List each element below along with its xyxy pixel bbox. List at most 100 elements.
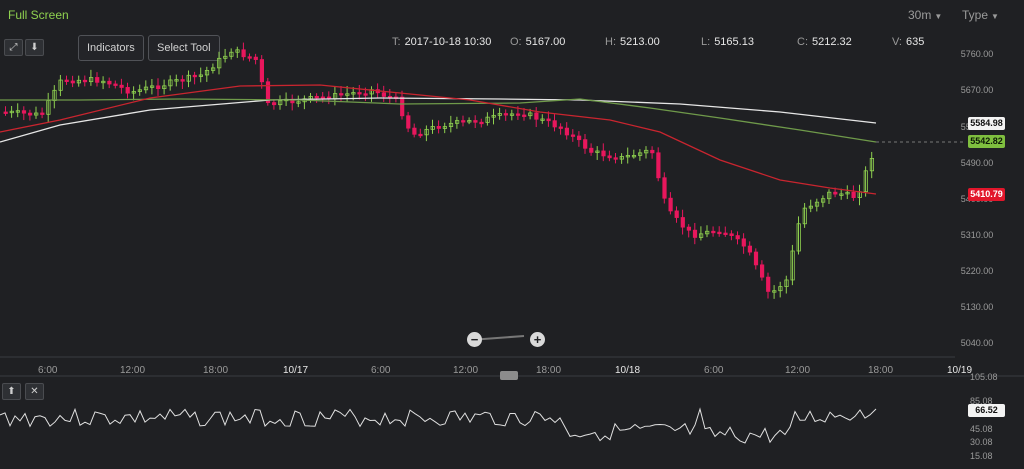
candle-body: [229, 51, 234, 57]
fullscreen-button[interactable]: Full Screen: [8, 8, 69, 22]
expand-icon[interactable]: ⤢: [4, 39, 23, 56]
candle-body: [40, 112, 45, 115]
candle-body: [686, 226, 692, 231]
candle-body: [247, 56, 252, 59]
candle-body: [345, 93, 350, 96]
candle-body: [869, 157, 875, 172]
indicators-button[interactable]: Indicators: [78, 35, 144, 61]
candle-body: [607, 155, 612, 159]
candle-body: [296, 101, 301, 104]
candle-body: [741, 238, 746, 247]
candle-body: [827, 191, 832, 200]
candle-body: [198, 74, 203, 77]
top-bar: Full Screen 30m ▼ Type ▼: [0, 0, 1024, 30]
candle-body: [631, 155, 637, 158]
candle-body: [253, 56, 258, 60]
candle-body: [784, 279, 789, 287]
candle-body: [143, 86, 149, 91]
candle-body: [89, 77, 94, 83]
candle-body: [680, 217, 685, 228]
candle-body: [802, 207, 807, 225]
oscillator-line: [0, 407, 877, 444]
candle-body: [729, 233, 734, 237]
chevron-down-icon: ▼: [991, 12, 999, 21]
candle-body: [833, 191, 838, 195]
candle-body: [577, 135, 582, 141]
candle-body: [601, 150, 606, 157]
candle-body: [101, 80, 106, 84]
candle-body: [491, 114, 496, 118]
candle-body: [210, 67, 216, 71]
candle-body: [412, 127, 417, 135]
candle-body: [760, 264, 765, 278]
price-tick: 5310.00: [960, 230, 994, 240]
oscillator-tick: 15.08: [970, 451, 993, 461]
candle-body: [406, 115, 411, 129]
candle-body: [778, 286, 783, 292]
candle-body: [448, 122, 454, 127]
candle-body: [15, 110, 21, 113]
candle-body: [131, 91, 136, 94]
ma-red-line: [0, 84, 877, 195]
candle-body: [58, 79, 63, 91]
candle-body: [656, 152, 661, 179]
ohlc-volume: V: 635: [892, 36, 925, 48]
candle-body: [821, 198, 826, 203]
candle-body: [418, 133, 423, 137]
ohlc-low: L: 5165.13: [701, 36, 754, 48]
price-tick: 5670.00: [960, 85, 994, 95]
candle-body: [95, 77, 100, 83]
candle-body: [424, 128, 429, 136]
candle-body: [357, 92, 362, 95]
select-tool-button[interactable]: Select Tool: [148, 35, 220, 61]
price-tick: 5130.00: [960, 302, 994, 312]
zoom-out-button[interactable]: −: [467, 332, 482, 347]
price-tick: 5220.00: [960, 266, 994, 276]
candle-body: [583, 139, 588, 149]
ohlc-time: T: 2017-10-18 10:30: [392, 36, 492, 48]
candle-body: [168, 79, 173, 87]
candle-body: [241, 49, 246, 58]
candle-body: [156, 85, 161, 90]
candle-body: [662, 177, 667, 199]
price-tag-green: 5542.82: [968, 135, 1005, 148]
chart-type-selector[interactable]: Type ▼: [962, 8, 999, 22]
chart-type-label: Type: [962, 8, 989, 22]
candle-body: [363, 93, 368, 96]
candle-body: [772, 290, 777, 293]
candle-body: [34, 112, 39, 116]
close-icon[interactable]: ✕: [25, 383, 44, 400]
price-tick: 5040.00: [960, 338, 994, 348]
candle-body: [717, 231, 722, 235]
candle-body: [3, 111, 8, 114]
chevron-down-icon: ▼: [934, 12, 943, 21]
candle-body: [747, 245, 753, 253]
time-tick-major: 10/18: [615, 365, 641, 376]
candle-body: [863, 170, 868, 193]
zoom-in-button[interactable]: +: [530, 332, 545, 347]
candle-body: [180, 79, 185, 82]
time-tick-major: 10/17: [283, 365, 309, 376]
candle-body: [619, 156, 624, 160]
candle-body: [265, 81, 271, 104]
candle-body: [735, 235, 740, 240]
candle-body: [259, 59, 265, 83]
candle-body: [235, 49, 240, 53]
candle-body: [70, 80, 75, 84]
candle-body: [76, 79, 81, 84]
candle-body: [467, 120, 472, 123]
collapse-up-icon[interactable]: ⬆: [2, 383, 21, 400]
oscillator-value-tag: 66.52: [968, 404, 1005, 417]
candle-body: [589, 147, 594, 153]
pane-resize-handle[interactable]: [500, 371, 518, 380]
candle-body: [668, 197, 673, 212]
time-tick: 18:00: [868, 365, 894, 376]
collapse-arrow-icon[interactable]: ⬇: [25, 39, 44, 56]
interval-selector[interactable]: 30m ▼: [908, 8, 942, 22]
candle-body: [149, 85, 155, 88]
candle-body: [204, 69, 210, 76]
candle-body: [699, 233, 704, 238]
candle-body: [497, 113, 502, 116]
